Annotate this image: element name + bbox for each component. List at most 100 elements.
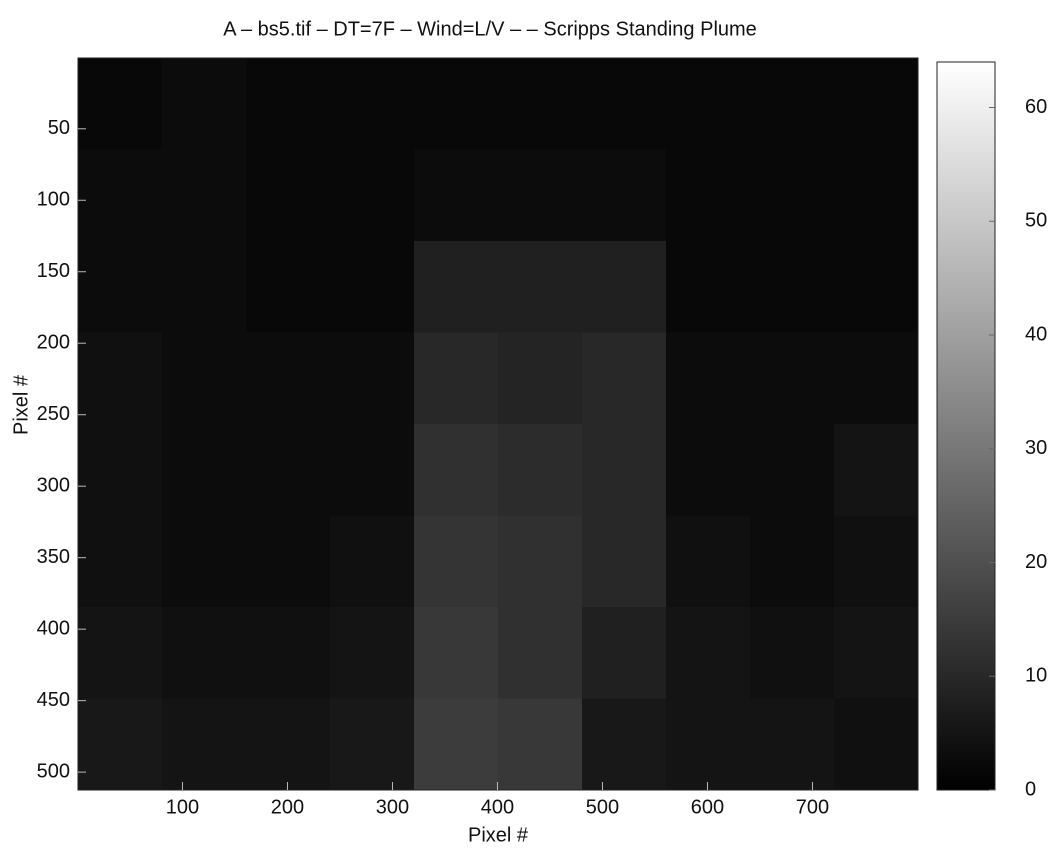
image-cell <box>246 149 331 242</box>
image-cell <box>414 424 499 516</box>
image-cell <box>330 698 415 791</box>
image-cell <box>750 515 835 608</box>
image-cell <box>78 58 163 150</box>
image-cell <box>78 332 163 425</box>
x-tick-label: 200 <box>271 796 304 818</box>
image-cell <box>834 607 919 699</box>
image-cell <box>330 58 415 150</box>
image-cell <box>246 698 331 791</box>
image-cell <box>330 149 415 242</box>
image-cell <box>162 149 247 242</box>
image-cell <box>330 424 415 516</box>
colorbar-tick-label: 60 <box>1025 96 1047 118</box>
image-cell <box>498 241 583 333</box>
x-tick-label: 600 <box>691 796 724 818</box>
image-cell <box>498 515 583 608</box>
image-cell <box>582 515 667 608</box>
image-cell <box>582 607 667 699</box>
image-cell <box>750 241 835 333</box>
image-cell <box>246 424 331 516</box>
image-cell <box>414 698 499 791</box>
y-tick-label: 250 <box>37 403 70 425</box>
image-cell <box>162 515 247 608</box>
image-cell <box>834 515 919 608</box>
x-axis-label: Pixel # <box>468 824 529 846</box>
image-cell <box>162 698 247 791</box>
image-cell <box>666 607 751 699</box>
y-tick-label: 350 <box>37 546 70 568</box>
image-cell <box>246 607 331 699</box>
image-cell <box>330 607 415 699</box>
image-cell <box>414 241 499 333</box>
image-cell <box>750 698 835 791</box>
image-cell <box>498 332 583 425</box>
image-cell <box>834 424 919 516</box>
y-tick-label: 500 <box>37 760 70 782</box>
image-cell <box>582 332 667 425</box>
image-cell <box>78 424 163 516</box>
image-cell <box>750 149 835 242</box>
x-tick-label: 400 <box>481 796 514 818</box>
colorbar-tick-label: 40 <box>1025 323 1047 345</box>
image-cell <box>414 332 499 425</box>
image-cell <box>666 332 751 425</box>
image-cell <box>666 241 751 333</box>
y-tick-label: 200 <box>37 332 70 354</box>
y-axis-label: Pixel # <box>10 374 32 435</box>
colorbar <box>936 61 996 791</box>
colorbar-tick-label: 0 <box>1025 778 1036 800</box>
image-cell <box>78 698 163 791</box>
image-cell <box>414 607 499 699</box>
y-tick-label: 300 <box>37 474 70 496</box>
image-cell <box>246 241 331 333</box>
colorbar-tick-label: 20 <box>1025 551 1047 573</box>
image-cell <box>330 515 415 608</box>
image-cell <box>750 58 835 150</box>
image-cell <box>414 58 499 150</box>
image-cell <box>582 149 667 242</box>
image-cell <box>78 607 163 699</box>
image-cell <box>666 149 751 242</box>
image-cell <box>414 149 499 242</box>
y-tick-label: 50 <box>48 117 70 139</box>
image-cell <box>582 241 667 333</box>
image-cell <box>498 149 583 242</box>
x-tick-label: 700 <box>796 796 829 818</box>
image-cell <box>498 607 583 699</box>
image-cell <box>582 698 667 791</box>
image-cell <box>582 424 667 516</box>
image-cell <box>330 241 415 333</box>
image-cell <box>750 424 835 516</box>
image-cell <box>666 515 751 608</box>
image-cell <box>162 424 247 516</box>
image-cell <box>78 241 163 333</box>
image-cell <box>498 698 583 791</box>
image-cell <box>750 332 835 425</box>
image-cell <box>582 58 667 150</box>
x-tick-label: 100 <box>166 796 199 818</box>
image-cell <box>78 149 163 242</box>
image-cell <box>162 58 247 150</box>
y-tick-label: 400 <box>37 617 70 639</box>
image-cell <box>834 332 919 425</box>
image-cell <box>666 58 751 150</box>
plot-frame <box>77 57 919 791</box>
image-cell <box>162 607 247 699</box>
chart-title: A – bs5.tif – DT=7F – Wind=L/V – – Scrip… <box>223 18 757 40</box>
colorbar-tick-label: 30 <box>1025 437 1047 459</box>
image-cell <box>246 332 331 425</box>
x-tick-label: 300 <box>376 796 409 818</box>
y-tick-label: 450 <box>37 689 70 711</box>
colorbar-tick-label: 10 <box>1025 665 1047 687</box>
image-cell <box>750 607 835 699</box>
image-cell <box>498 424 583 516</box>
y-tick-label: 150 <box>37 260 70 282</box>
image-cell <box>246 58 331 150</box>
image-cell <box>414 515 499 608</box>
image-cell <box>498 58 583 150</box>
colorbar-tick-label: 50 <box>1025 210 1047 232</box>
image-cell <box>162 332 247 425</box>
image-cell <box>834 149 919 242</box>
